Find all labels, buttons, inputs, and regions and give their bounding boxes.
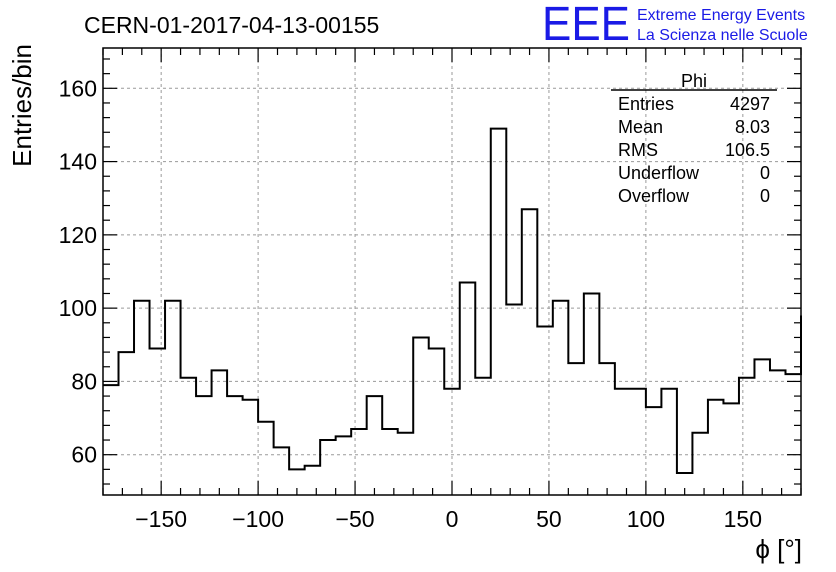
chart-title: CERN-01-2017-04-13-00155 bbox=[84, 12, 379, 38]
grid-lines bbox=[103, 48, 801, 495]
histogram-bin bbox=[150, 348, 166, 495]
histogram-bin bbox=[568, 363, 584, 495]
histogram-plot bbox=[103, 127, 802, 495]
histogram-bin bbox=[491, 129, 507, 495]
histogram-bin bbox=[661, 389, 677, 495]
y-tick-label: 100 bbox=[59, 295, 97, 321]
stats-box: Phi Entries 4297 Mean 8.03 RMS 106.5 Underflow… bbox=[611, 71, 777, 206]
y-tick-label: 120 bbox=[59, 222, 97, 248]
y-tick-label: 140 bbox=[59, 149, 97, 175]
histogram-bin bbox=[398, 433, 414, 495]
stats-label: Entries bbox=[618, 94, 674, 114]
histogram-bin bbox=[243, 400, 259, 495]
histogram-bin bbox=[212, 370, 228, 495]
histogram-bin bbox=[119, 352, 135, 495]
logo-line2: La Scienza nelle Scuole bbox=[637, 27, 808, 44]
histogram-bin bbox=[785, 374, 801, 495]
histogram-bin bbox=[336, 436, 352, 495]
histogram-bin bbox=[134, 301, 150, 495]
x-tick-label: 100 bbox=[627, 506, 665, 532]
histogram-bin bbox=[506, 304, 522, 495]
y-axis-label: Entries/bin bbox=[7, 44, 37, 167]
x-tick-label: 50 bbox=[536, 506, 562, 532]
stats-label: Underflow bbox=[618, 163, 700, 183]
histogram-bin bbox=[615, 389, 631, 495]
histogram-bin bbox=[522, 209, 538, 495]
stats-value: 0 bbox=[760, 186, 770, 206]
histogram-bin bbox=[692, 433, 708, 495]
histogram-bin bbox=[274, 447, 290, 495]
histogram-bin bbox=[181, 378, 197, 495]
stats-label: Mean bbox=[618, 117, 663, 137]
histogram-bin bbox=[165, 301, 181, 495]
histogram-bin bbox=[723, 403, 739, 495]
x-tick-label: 0 bbox=[446, 506, 459, 532]
histogram-bin bbox=[630, 389, 646, 495]
histogram-bin bbox=[460, 282, 476, 495]
histogram-bin bbox=[305, 466, 321, 495]
histogram-bin bbox=[770, 370, 786, 495]
histogram-bin bbox=[553, 301, 569, 495]
histogram-bin bbox=[708, 400, 724, 495]
histogram-bin bbox=[599, 363, 615, 495]
histogram-bin bbox=[382, 429, 398, 495]
histogram-bin bbox=[584, 293, 600, 495]
histogram-bin bbox=[646, 407, 662, 495]
y-tick-label: 160 bbox=[59, 75, 97, 101]
x-tick-label: 150 bbox=[724, 506, 762, 532]
histogram-bin bbox=[367, 396, 383, 495]
stats-value: 0 bbox=[760, 163, 770, 183]
histogram-bin bbox=[429, 348, 445, 495]
histogram-bin bbox=[351, 429, 367, 495]
tick-labels: −150 −100 −50 0 50 100 150 60 80 100 120 140 160 bbox=[59, 75, 762, 532]
eee-logo: EEE Extreme Energy Events La Scienza nel… bbox=[542, 0, 808, 51]
stats-value: 8.03 bbox=[735, 117, 770, 137]
stats-value: 4297 bbox=[730, 94, 770, 114]
stats-value: 106.5 bbox=[725, 140, 770, 160]
x-axis-label: ϕ [°] bbox=[755, 534, 802, 564]
axes bbox=[102, 47, 802, 496]
histogram-bin bbox=[258, 422, 274, 495]
y-tick-label: 60 bbox=[71, 442, 97, 468]
stats-title: Phi bbox=[681, 71, 707, 91]
stats-rows: Entries 4297 Mean 8.03 RMS 106.5 Underflow 0 Ove… bbox=[618, 94, 770, 206]
histogram-bin bbox=[475, 378, 491, 495]
stats-label: Overflow bbox=[618, 186, 690, 206]
y-tick-label: 80 bbox=[71, 368, 97, 394]
histogram-bin bbox=[320, 440, 336, 495]
histogram-bin bbox=[739, 378, 755, 495]
histogram-bin bbox=[754, 359, 770, 495]
histogram-bin bbox=[196, 396, 212, 495]
x-tick-label: −50 bbox=[336, 506, 375, 532]
logo-line1: Extreme Energy Events bbox=[637, 7, 805, 24]
x-tick-label: −100 bbox=[232, 506, 284, 532]
histogram-bin bbox=[227, 396, 243, 495]
histogram-bin bbox=[413, 337, 429, 495]
x-tick-label: −150 bbox=[135, 506, 187, 532]
logo-mark: EEE bbox=[542, 0, 630, 51]
stats-label: RMS bbox=[618, 140, 658, 160]
histogram-outline bbox=[103, 127, 802, 475]
histogram-bin bbox=[537, 326, 553, 495]
